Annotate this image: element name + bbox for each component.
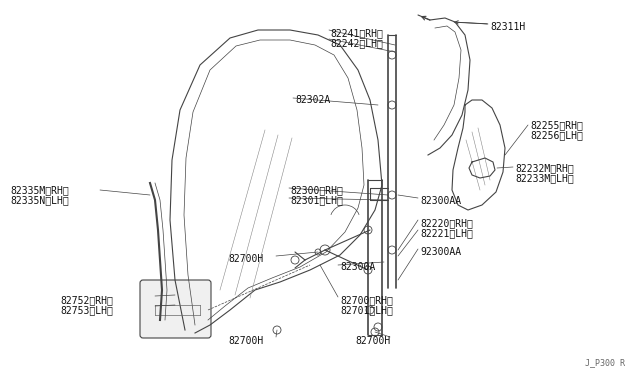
- Text: 82233M〈LH〉: 82233M〈LH〉: [515, 173, 573, 183]
- Text: 82752〈RH〉: 82752〈RH〉: [60, 295, 113, 305]
- Text: 82301〈LH〉: 82301〈LH〉: [290, 195, 343, 205]
- Text: 82700H: 82700H: [228, 336, 263, 346]
- Text: 82700H: 82700H: [355, 336, 390, 346]
- Text: 82242〈LH〉: 82242〈LH〉: [330, 38, 383, 48]
- Text: 82256〈LH〉: 82256〈LH〉: [530, 130, 583, 140]
- Text: 82700H: 82700H: [228, 254, 263, 264]
- Text: 82335N〈LH〉: 82335N〈LH〉: [10, 195, 68, 205]
- Text: 82255〈RH〉: 82255〈RH〉: [530, 120, 583, 130]
- Text: 82241〈RH〉: 82241〈RH〉: [330, 28, 383, 38]
- Text: 82232M〈RH〉: 82232M〈RH〉: [515, 163, 573, 173]
- Text: 82221〈LH〉: 82221〈LH〉: [420, 228, 473, 238]
- Text: 82302A: 82302A: [295, 95, 330, 105]
- Text: 82300A: 82300A: [340, 262, 375, 272]
- Text: 82300〈RH〉: 82300〈RH〉: [290, 185, 343, 195]
- Text: 82335M〈RH〉: 82335M〈RH〉: [10, 185, 68, 195]
- Text: 82220〈RH〉: 82220〈RH〉: [420, 218, 473, 228]
- Text: 82701〈LH〉: 82701〈LH〉: [340, 305, 393, 315]
- Text: 82753〈LH〉: 82753〈LH〉: [60, 305, 113, 315]
- Text: 82300AA: 82300AA: [420, 196, 461, 206]
- FancyBboxPatch shape: [140, 280, 211, 338]
- Text: 92300AA: 92300AA: [420, 247, 461, 257]
- Text: 82311H: 82311H: [490, 22, 525, 32]
- Text: 82700〈RH〉: 82700〈RH〉: [340, 295, 393, 305]
- Text: J_P300 R: J_P300 R: [585, 358, 625, 367]
